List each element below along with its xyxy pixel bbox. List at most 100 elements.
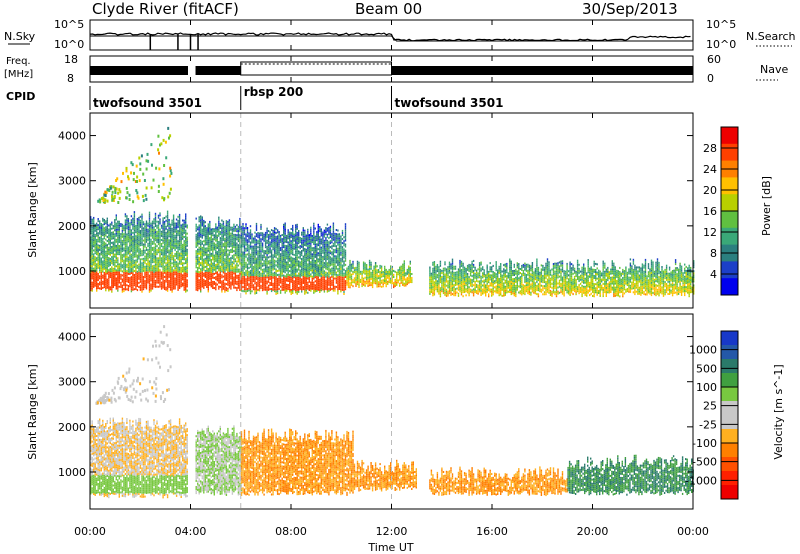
echo-cell bbox=[264, 240, 267, 243]
echo-cell bbox=[91, 287, 93, 290]
echo-cell bbox=[236, 254, 238, 257]
echo-cell bbox=[200, 288, 202, 291]
echo-cell bbox=[307, 241, 309, 243]
echo-cell bbox=[172, 271, 175, 274]
echo-cell bbox=[195, 233, 197, 236]
echo-cell bbox=[124, 227, 127, 230]
echo-cell bbox=[174, 273, 176, 276]
echo-cell bbox=[99, 248, 101, 251]
echo-cell bbox=[90, 268, 92, 271]
echo-cell bbox=[141, 266, 143, 269]
echo-cell bbox=[129, 238, 131, 241]
echo-cell bbox=[251, 265, 253, 268]
echo-cell bbox=[313, 287, 315, 290]
echo-cell bbox=[114, 223, 116, 226]
echo-cell bbox=[319, 254, 321, 257]
echo-cell bbox=[213, 248, 215, 251]
echo-cell bbox=[90, 236, 92, 239]
echo-cell bbox=[337, 268, 339, 271]
echo-cell bbox=[221, 268, 223, 271]
echo-cell bbox=[169, 223, 172, 226]
echo-cell bbox=[314, 264, 316, 266]
echo-cell bbox=[313, 247, 315, 250]
echo-cell bbox=[255, 263, 258, 266]
echo-cell bbox=[272, 240, 274, 243]
echo-cell bbox=[200, 262, 202, 265]
echo-cell bbox=[163, 253, 166, 256]
echo-cell bbox=[157, 267, 160, 270]
echo-cell bbox=[316, 277, 318, 280]
echo-cell bbox=[343, 272, 345, 275]
echo-cell bbox=[102, 225, 104, 228]
echo-cell bbox=[121, 256, 124, 259]
echo-cell bbox=[160, 283, 163, 286]
echo-cell bbox=[200, 229, 202, 232]
echo-cell bbox=[317, 252, 319, 255]
echo-cell bbox=[147, 263, 149, 266]
echo-cell bbox=[91, 249, 93, 252]
echo-cell bbox=[239, 285, 241, 287]
echo-cell bbox=[135, 263, 137, 266]
echo-cell bbox=[270, 269, 273, 272]
echo-cell bbox=[283, 262, 285, 265]
echo-cell bbox=[275, 292, 277, 295]
echo-cell bbox=[169, 284, 172, 287]
echo-cell bbox=[332, 226, 335, 229]
echo-cell bbox=[240, 236, 243, 239]
echo-cell bbox=[218, 275, 220, 278]
echo-cell bbox=[203, 221, 205, 224]
echo-cell bbox=[319, 246, 321, 249]
echo-cell bbox=[154, 247, 157, 250]
echo-cell bbox=[275, 227, 277, 230]
echo-cell bbox=[335, 257, 338, 260]
echo-cell bbox=[284, 224, 286, 227]
echo-cell bbox=[279, 237, 282, 239]
echo-cell bbox=[325, 273, 327, 276]
echo-cell bbox=[281, 284, 283, 287]
echo-cell bbox=[203, 244, 205, 247]
echo-cell bbox=[210, 246, 212, 249]
echo-cell bbox=[186, 265, 188, 268]
echo-cell bbox=[310, 249, 312, 251]
echo-cell bbox=[317, 264, 319, 267]
echo-cell bbox=[292, 233, 294, 235]
echo-cell bbox=[353, 279, 356, 282]
freq-tick-bottom: 8 bbox=[67, 72, 74, 85]
echo-cell bbox=[178, 266, 181, 269]
echo-cell bbox=[120, 277, 122, 280]
echo-cell bbox=[337, 229, 339, 232]
echo-cell bbox=[304, 237, 306, 240]
echo-cell bbox=[272, 238, 274, 241]
echo-cell bbox=[240, 261, 243, 264]
echo-cell bbox=[304, 286, 306, 289]
echo-cell bbox=[166, 269, 169, 272]
echo-cell bbox=[160, 230, 163, 233]
echo-cell bbox=[147, 267, 149, 270]
echo-cell bbox=[135, 241, 137, 244]
echo-cell bbox=[175, 271, 178, 274]
echo-cell bbox=[231, 267, 234, 270]
echo-cell bbox=[139, 264, 142, 267]
echo-cell bbox=[224, 239, 226, 242]
echo-cell bbox=[135, 283, 137, 286]
echo-cell bbox=[91, 232, 93, 235]
echo-cell bbox=[295, 254, 297, 257]
echo-cell bbox=[180, 279, 182, 282]
echo-cell bbox=[248, 244, 250, 247]
echo-cell bbox=[90, 256, 92, 259]
echo-cell bbox=[115, 273, 117, 276]
echo-cell bbox=[121, 286, 124, 289]
echo-cell bbox=[243, 278, 246, 280]
echo-cell bbox=[195, 270, 197, 273]
echo-cell bbox=[323, 241, 326, 244]
echo-cell bbox=[292, 243, 294, 246]
echo-cell bbox=[145, 287, 148, 290]
echo-cell bbox=[234, 246, 237, 249]
echo-cell bbox=[97, 272, 99, 275]
echo-cell bbox=[115, 283, 117, 286]
echo-cell bbox=[96, 277, 98, 280]
echo-cell bbox=[225, 230, 228, 233]
echo-cell bbox=[130, 263, 133, 266]
echo-cell bbox=[117, 251, 119, 254]
